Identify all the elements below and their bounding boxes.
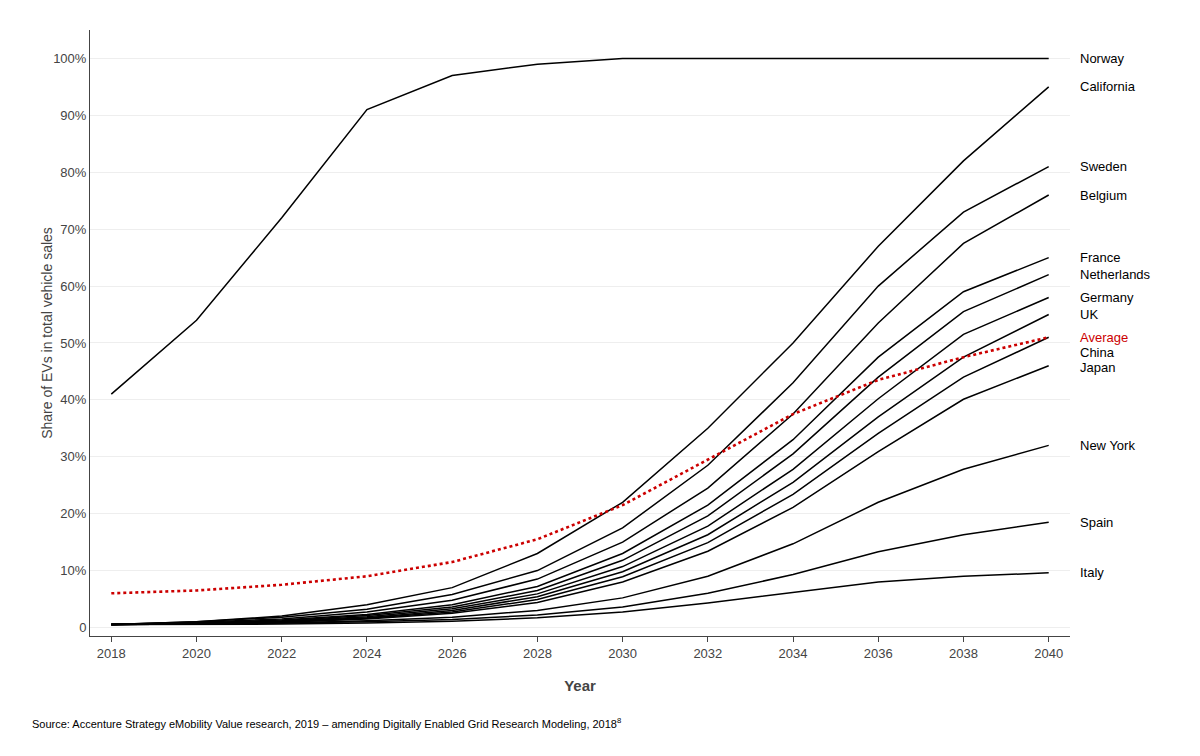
svg-text:UK: UK — [1080, 307, 1098, 322]
svg-text:Share of EVs in total vehicle: Share of EVs in total vehicle sales — [39, 227, 55, 439]
svg-text:Year: Year — [564, 677, 596, 694]
svg-text:2034: 2034 — [779, 646, 808, 661]
svg-text:Spain: Spain — [1080, 515, 1113, 530]
svg-text:10%: 10% — [60, 563, 86, 578]
svg-text:80%: 80% — [60, 165, 86, 180]
svg-text:Norway: Norway — [1080, 51, 1125, 66]
svg-text:2040: 2040 — [1034, 646, 1063, 661]
svg-text:China: China — [1080, 345, 1115, 360]
svg-text:2032: 2032 — [693, 646, 722, 661]
svg-text:2028: 2028 — [523, 646, 552, 661]
svg-text:0: 0 — [79, 620, 86, 635]
svg-text:Source: Accenture Strategy eMo: Source: Accenture Strategy eMobility Val… — [32, 716, 621, 730]
svg-text:90%: 90% — [60, 108, 86, 123]
svg-text:2026: 2026 — [438, 646, 467, 661]
svg-text:2030: 2030 — [608, 646, 637, 661]
svg-text:Average: Average — [1080, 330, 1128, 345]
svg-text:20%: 20% — [60, 506, 86, 521]
svg-text:Italy: Italy — [1080, 565, 1104, 580]
svg-text:California: California — [1080, 79, 1136, 94]
svg-text:40%: 40% — [60, 392, 86, 407]
svg-text:30%: 30% — [60, 449, 86, 464]
svg-text:70%: 70% — [60, 222, 86, 237]
svg-text:Sweden: Sweden — [1080, 159, 1127, 174]
svg-text:100%: 100% — [53, 51, 87, 66]
svg-text:50%: 50% — [60, 336, 86, 351]
svg-text:2024: 2024 — [352, 646, 381, 661]
svg-text:2022: 2022 — [267, 646, 296, 661]
svg-text:2036: 2036 — [864, 646, 893, 661]
svg-text:2018: 2018 — [97, 646, 126, 661]
svg-text:60%: 60% — [60, 279, 86, 294]
svg-text:France: France — [1080, 250, 1120, 265]
svg-text:2038: 2038 — [949, 646, 978, 661]
svg-text:Netherlands: Netherlands — [1080, 267, 1151, 282]
svg-text:Germany: Germany — [1080, 290, 1134, 305]
svg-text:Japan: Japan — [1080, 360, 1115, 375]
svg-text:New York: New York — [1080, 438, 1135, 453]
svg-text:Belgium: Belgium — [1080, 188, 1127, 203]
svg-text:2020: 2020 — [182, 646, 211, 661]
